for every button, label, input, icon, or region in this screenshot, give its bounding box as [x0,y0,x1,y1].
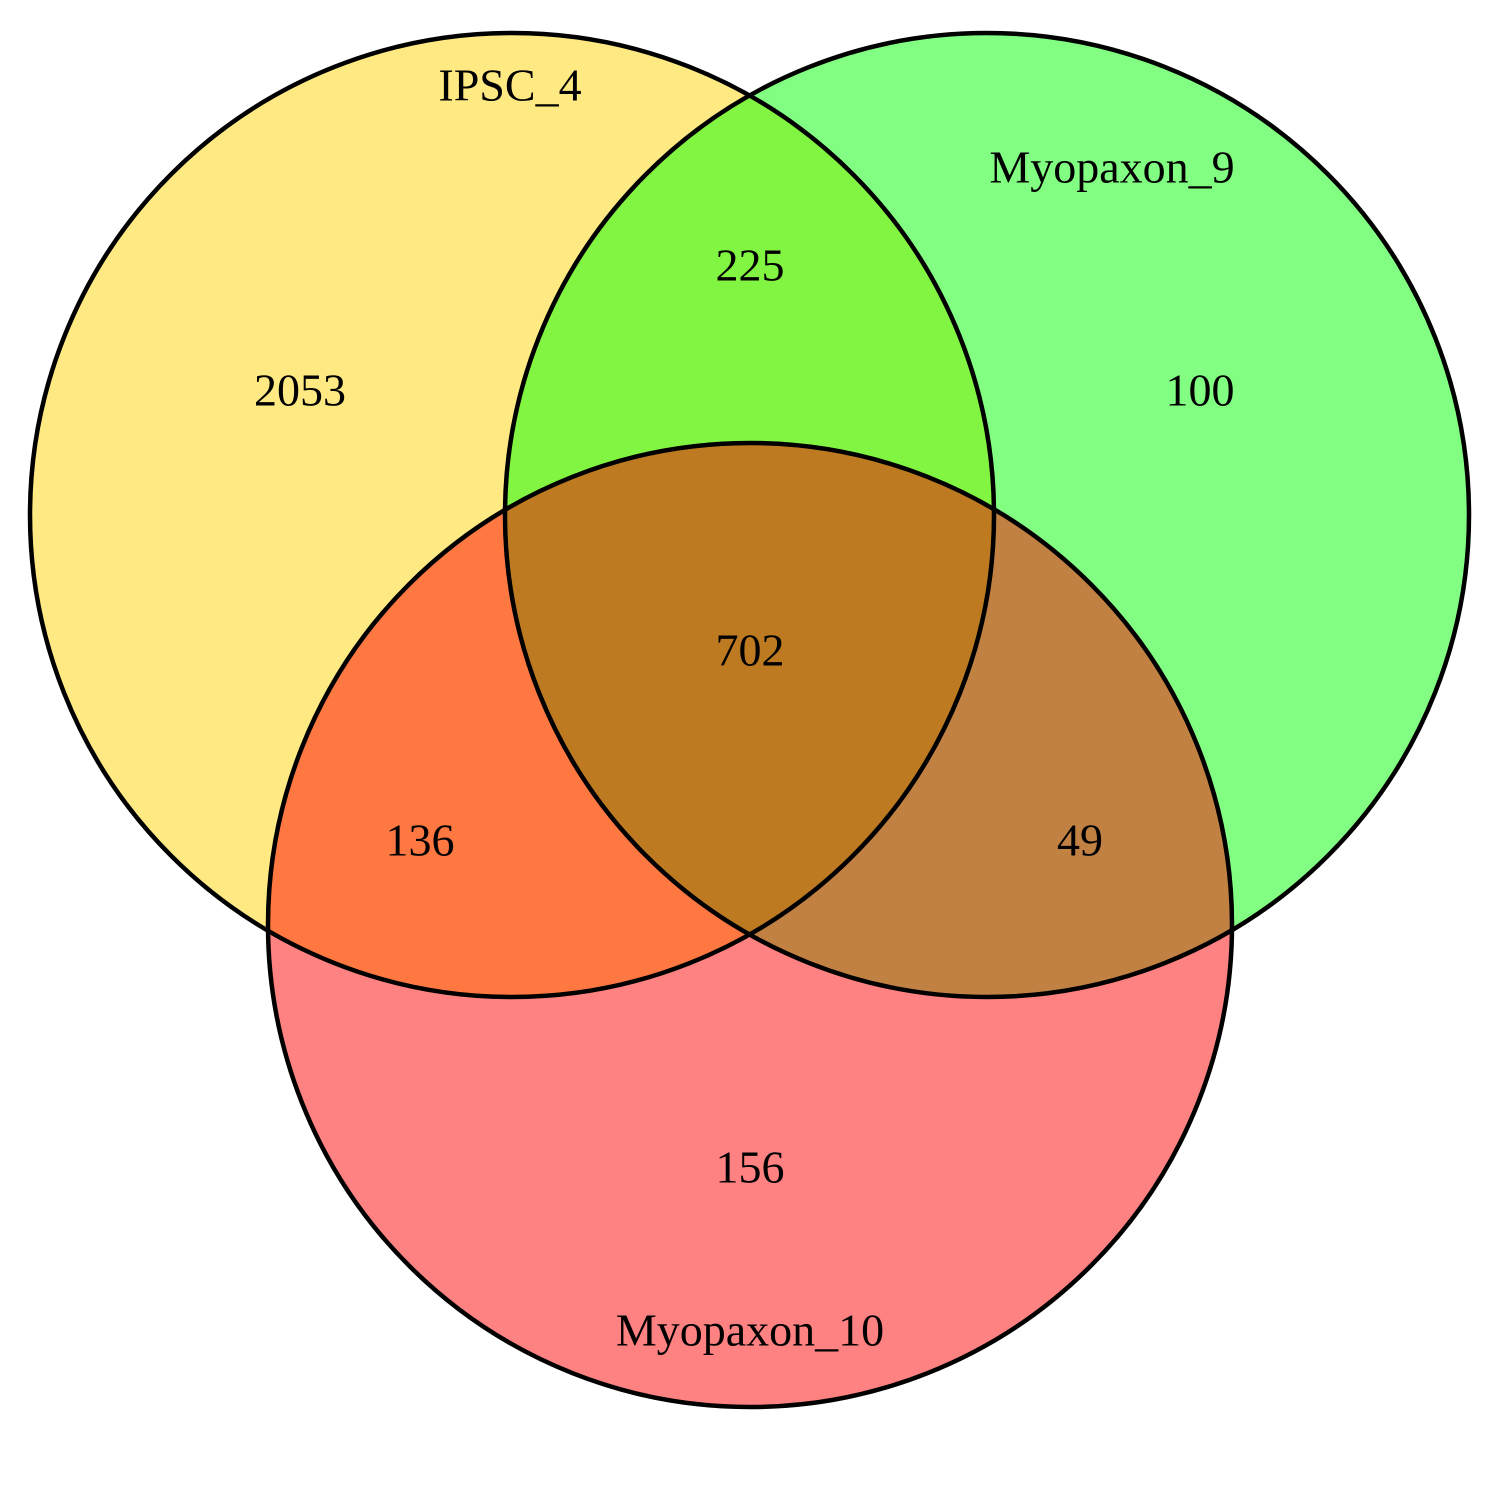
set-label-myopaxon-9: Myopaxon_9 [989,142,1234,193]
circle-myopaxon-9-outline [502,30,1472,1000]
set-label-ipsc-4: IPSC_4 [438,60,581,111]
circle-ipsc-4-outline [27,30,997,1000]
count-myo10-only: 156 [716,1142,785,1193]
circle-myopaxon-10-outline [265,440,1235,1410]
count-myo9-only: 100 [1166,365,1235,416]
count-ipsc-only: 2053 [254,365,346,416]
count-all-three: 702 [716,625,785,676]
count-ipsc-myo9: 225 [716,240,785,291]
set-label-myopaxon-10: Myopaxon_10 [616,1305,884,1356]
count-myo9-myo10: 49 [1057,815,1103,866]
count-ipsc-myo10: 136 [386,815,455,866]
